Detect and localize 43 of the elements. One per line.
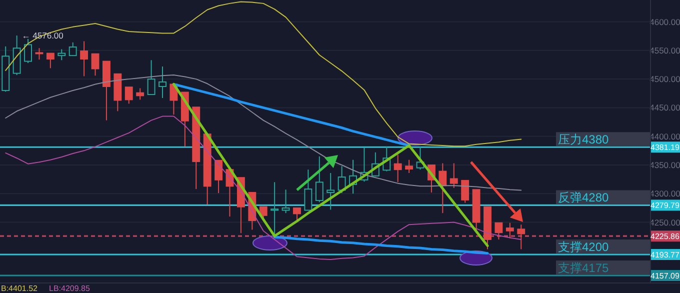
candlestick [506, 222, 514, 239]
candlestick [450, 162, 458, 188]
y-tick-label: 4450.00 [650, 102, 680, 113]
y-tick-label: 4300.00 [650, 188, 680, 199]
candlestick [24, 38, 32, 64]
candlestick [35, 48, 44, 60]
candlestick [214, 160, 223, 194]
candlestick [91, 53, 100, 76]
y-tick-label: 4500.00 [650, 74, 680, 84]
y-tick-label: 4400.00 [650, 131, 680, 142]
ref-line-label: 压力4380 [558, 132, 610, 147]
candlestick [517, 224, 526, 250]
y-tick-label: 4250.00 [650, 217, 680, 228]
candlestick [80, 40, 88, 77]
candlestick [282, 189, 290, 214]
candlestick [68, 42, 77, 56]
candlestick [394, 154, 402, 183]
candlestick [147, 60, 156, 96]
candlestick [461, 180, 470, 204]
candlestick [315, 156, 324, 203]
candlestick [270, 182, 279, 236]
candlestick [259, 206, 268, 220]
candlestick [158, 66, 166, 98]
text: B:4401.52 [1, 284, 38, 293]
ref-line-label: 反弹4280 [558, 190, 610, 205]
ref-line-label: 支撑4200 [558, 240, 610, 254]
candlestick [494, 222, 503, 240]
ref-line-label: 支撑4175 [558, 261, 610, 275]
candlestick [304, 169, 312, 211]
annotation: 4157.09 [650, 272, 680, 280]
candlestick [124, 86, 133, 104]
candlestick [405, 159, 414, 174]
y-tick-label: 4550.00 [650, 45, 680, 56]
line-series [5, 116, 522, 260]
candlestick [136, 88, 144, 100]
y-tick-label: 4350.00 [650, 160, 680, 170]
candlestick [338, 166, 346, 194]
candlestick [58, 48, 66, 61]
candlestick [46, 52, 54, 69]
candlestick [326, 172, 335, 210]
y-tick-label: 4600.00 [650, 16, 680, 27]
text: LB:4209.85 [49, 284, 90, 293]
candlestick [293, 207, 301, 220]
